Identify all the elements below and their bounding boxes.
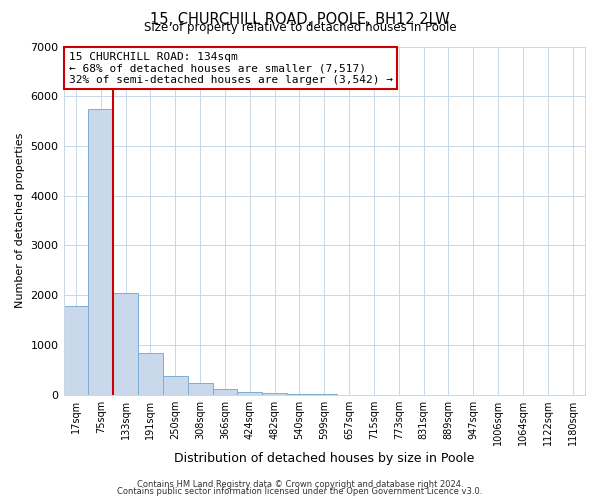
Bar	[88, 108, 113, 395]
Bar	[212, 389, 238, 394]
Text: 15, CHURCHILL ROAD, POOLE, BH12 2LW: 15, CHURCHILL ROAD, POOLE, BH12 2LW	[150, 12, 450, 26]
Text: Contains public sector information licensed under the Open Government Licence v3: Contains public sector information licen…	[118, 488, 482, 496]
Bar	[138, 354, 163, 395]
Bar	[262, 393, 287, 394]
Bar	[163, 376, 188, 394]
Bar	[188, 384, 212, 394]
Bar	[113, 292, 138, 394]
X-axis label: Distribution of detached houses by size in Poole: Distribution of detached houses by size …	[174, 452, 475, 465]
Bar	[64, 306, 88, 394]
Text: 15 CHURCHILL ROAD: 134sqm
← 68% of detached houses are smaller (7,517)
32% of se: 15 CHURCHILL ROAD: 134sqm ← 68% of detac…	[69, 52, 393, 85]
Y-axis label: Number of detached properties: Number of detached properties	[15, 133, 25, 308]
Bar	[238, 392, 262, 394]
Text: Contains HM Land Registry data © Crown copyright and database right 2024.: Contains HM Land Registry data © Crown c…	[137, 480, 463, 489]
Text: Size of property relative to detached houses in Poole: Size of property relative to detached ho…	[143, 22, 457, 35]
